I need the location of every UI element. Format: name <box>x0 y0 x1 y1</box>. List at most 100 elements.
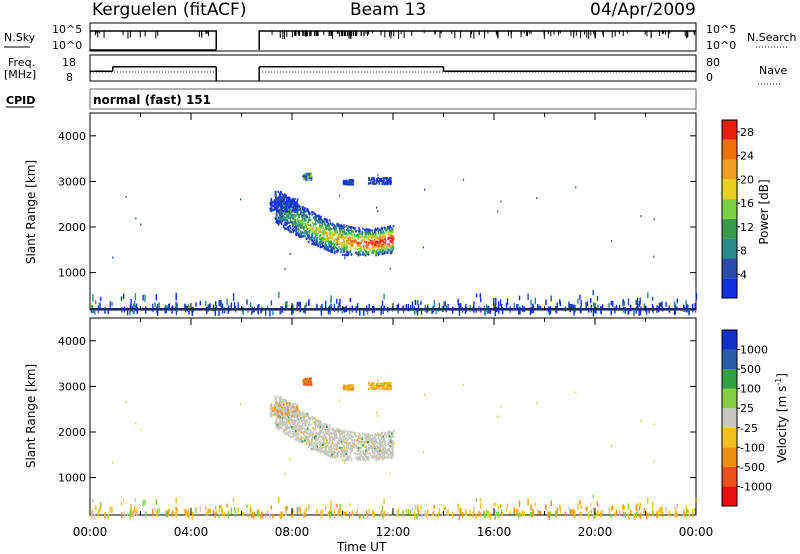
velocity-near-cell <box>530 504 532 511</box>
power-patch-cell <box>387 182 389 185</box>
power-echo-cell <box>290 230 292 234</box>
power-echo-cell <box>289 217 291 220</box>
power-echo-cell <box>307 220 310 223</box>
power-tail-cell <box>272 205 274 207</box>
velocity-echo-cell <box>378 454 381 457</box>
power-echo-cell <box>325 227 327 230</box>
velocity-echo-cell <box>283 418 286 421</box>
velocity-near-cell <box>206 511 208 516</box>
velocity-near-cell <box>473 506 475 511</box>
velocity-near-cell <box>458 514 461 521</box>
power-tail-cell <box>274 207 276 209</box>
velocity-echo-cell <box>321 450 323 454</box>
power-tail-cell <box>276 207 278 210</box>
power-echo-cell <box>282 217 284 220</box>
power-echo-cell <box>363 253 366 256</box>
power-echo-cell <box>329 232 331 235</box>
power-echo-cell <box>327 224 330 227</box>
velocity-echo-cell <box>344 449 347 452</box>
velocity-tail-cell <box>296 411 299 414</box>
power-echo-cell <box>304 225 307 228</box>
power-echo-cell <box>351 237 354 240</box>
velocity-tail-cell <box>288 415 291 418</box>
velocity-echo-cell <box>316 438 318 441</box>
power-tail-cell <box>278 210 280 213</box>
velocity-isolated-cell <box>240 403 242 406</box>
power-near-cell <box>648 307 650 314</box>
velocity-echo-cell <box>374 435 376 438</box>
velocity-echo-cell <box>354 432 356 435</box>
power-patch-cell <box>305 175 307 178</box>
velocity-tail-cell <box>292 403 294 406</box>
velocity-near-cell <box>123 511 126 518</box>
velocity-near-cell <box>479 498 481 502</box>
velocity-echo-cell <box>279 423 282 426</box>
power-echo-cell <box>300 213 303 216</box>
power-near-cell <box>426 307 428 314</box>
power-near-cell <box>154 302 156 307</box>
velocity-near-cell <box>207 509 209 513</box>
power-echo-cell <box>357 237 359 240</box>
velocity-echo-cell <box>334 435 336 438</box>
power-echo-cell <box>381 246 384 249</box>
velocity-echo-cell <box>275 398 277 401</box>
power-near-cell <box>92 293 94 302</box>
power-echo-cell <box>375 251 378 254</box>
velocity-patch-cell <box>302 380 304 383</box>
power-echo-cell <box>334 246 337 249</box>
velocity-near-cell <box>226 503 228 508</box>
velocity-near-cell <box>497 506 500 510</box>
velocity-echo-cell <box>372 457 375 460</box>
power-echo-cell <box>363 236 366 240</box>
velocity-echo-cell <box>379 455 382 458</box>
velocity-echo-cell <box>292 428 294 431</box>
velocity-echo-cell <box>318 432 320 436</box>
velocity-near-cell <box>98 507 100 513</box>
velocity-echo-cell <box>299 435 302 438</box>
velocity-near-cell <box>433 505 436 509</box>
velocity-echo-cell <box>379 433 382 436</box>
power-echo-cell <box>392 245 394 248</box>
velocity-near-cell <box>658 507 661 513</box>
power-echo-cell <box>349 242 352 245</box>
power-echo-cell <box>341 242 343 245</box>
velocity-echo-cell <box>374 446 377 449</box>
velocity-echo-cell <box>380 434 383 437</box>
velocity-tail-cell <box>280 414 282 417</box>
velocity-echo-cell <box>392 446 395 449</box>
velocity-near-cell <box>359 513 361 520</box>
power-echo-cell <box>315 219 318 222</box>
velocity-echo-cell <box>319 439 321 442</box>
velocity-echo-cell <box>352 435 355 438</box>
velocity-echo-cell <box>275 399 278 402</box>
power-echo-cell <box>327 228 330 231</box>
power-patch-cell <box>307 175 310 178</box>
velocity-echo-cell <box>275 425 278 428</box>
velocity-near-cell <box>661 512 664 518</box>
velocity-echo-cell <box>309 442 312 446</box>
power-near-cell <box>175 292 177 301</box>
velocity-echo-cell <box>296 417 299 421</box>
power-echo-cell <box>313 231 316 234</box>
velocity-echo-cell <box>295 424 298 427</box>
power-echo-cell <box>339 235 341 238</box>
power-tail-cell <box>280 198 282 201</box>
velocity-patch-cell <box>371 383 373 386</box>
power-echo-cell <box>392 237 395 240</box>
power-tail-cell <box>276 209 278 212</box>
velocity-echo-cell <box>372 447 374 450</box>
power-isolated-cell <box>125 196 127 198</box>
velocity-near-cell <box>555 511 558 519</box>
power-patch-cell <box>305 178 307 181</box>
velocity-echo-cell <box>294 422 296 425</box>
power-echo-cell <box>387 233 390 236</box>
velocity-echo-cell <box>311 436 314 439</box>
power-tail-cell <box>293 199 295 202</box>
velocity-echo-cell <box>356 453 358 456</box>
velocity-echo-cell <box>317 419 320 422</box>
power-isolated-cell <box>311 234 313 237</box>
power-echo-cell <box>367 244 369 247</box>
velocity-echo-cell <box>352 442 355 445</box>
velocity-echo-cell <box>310 430 312 433</box>
